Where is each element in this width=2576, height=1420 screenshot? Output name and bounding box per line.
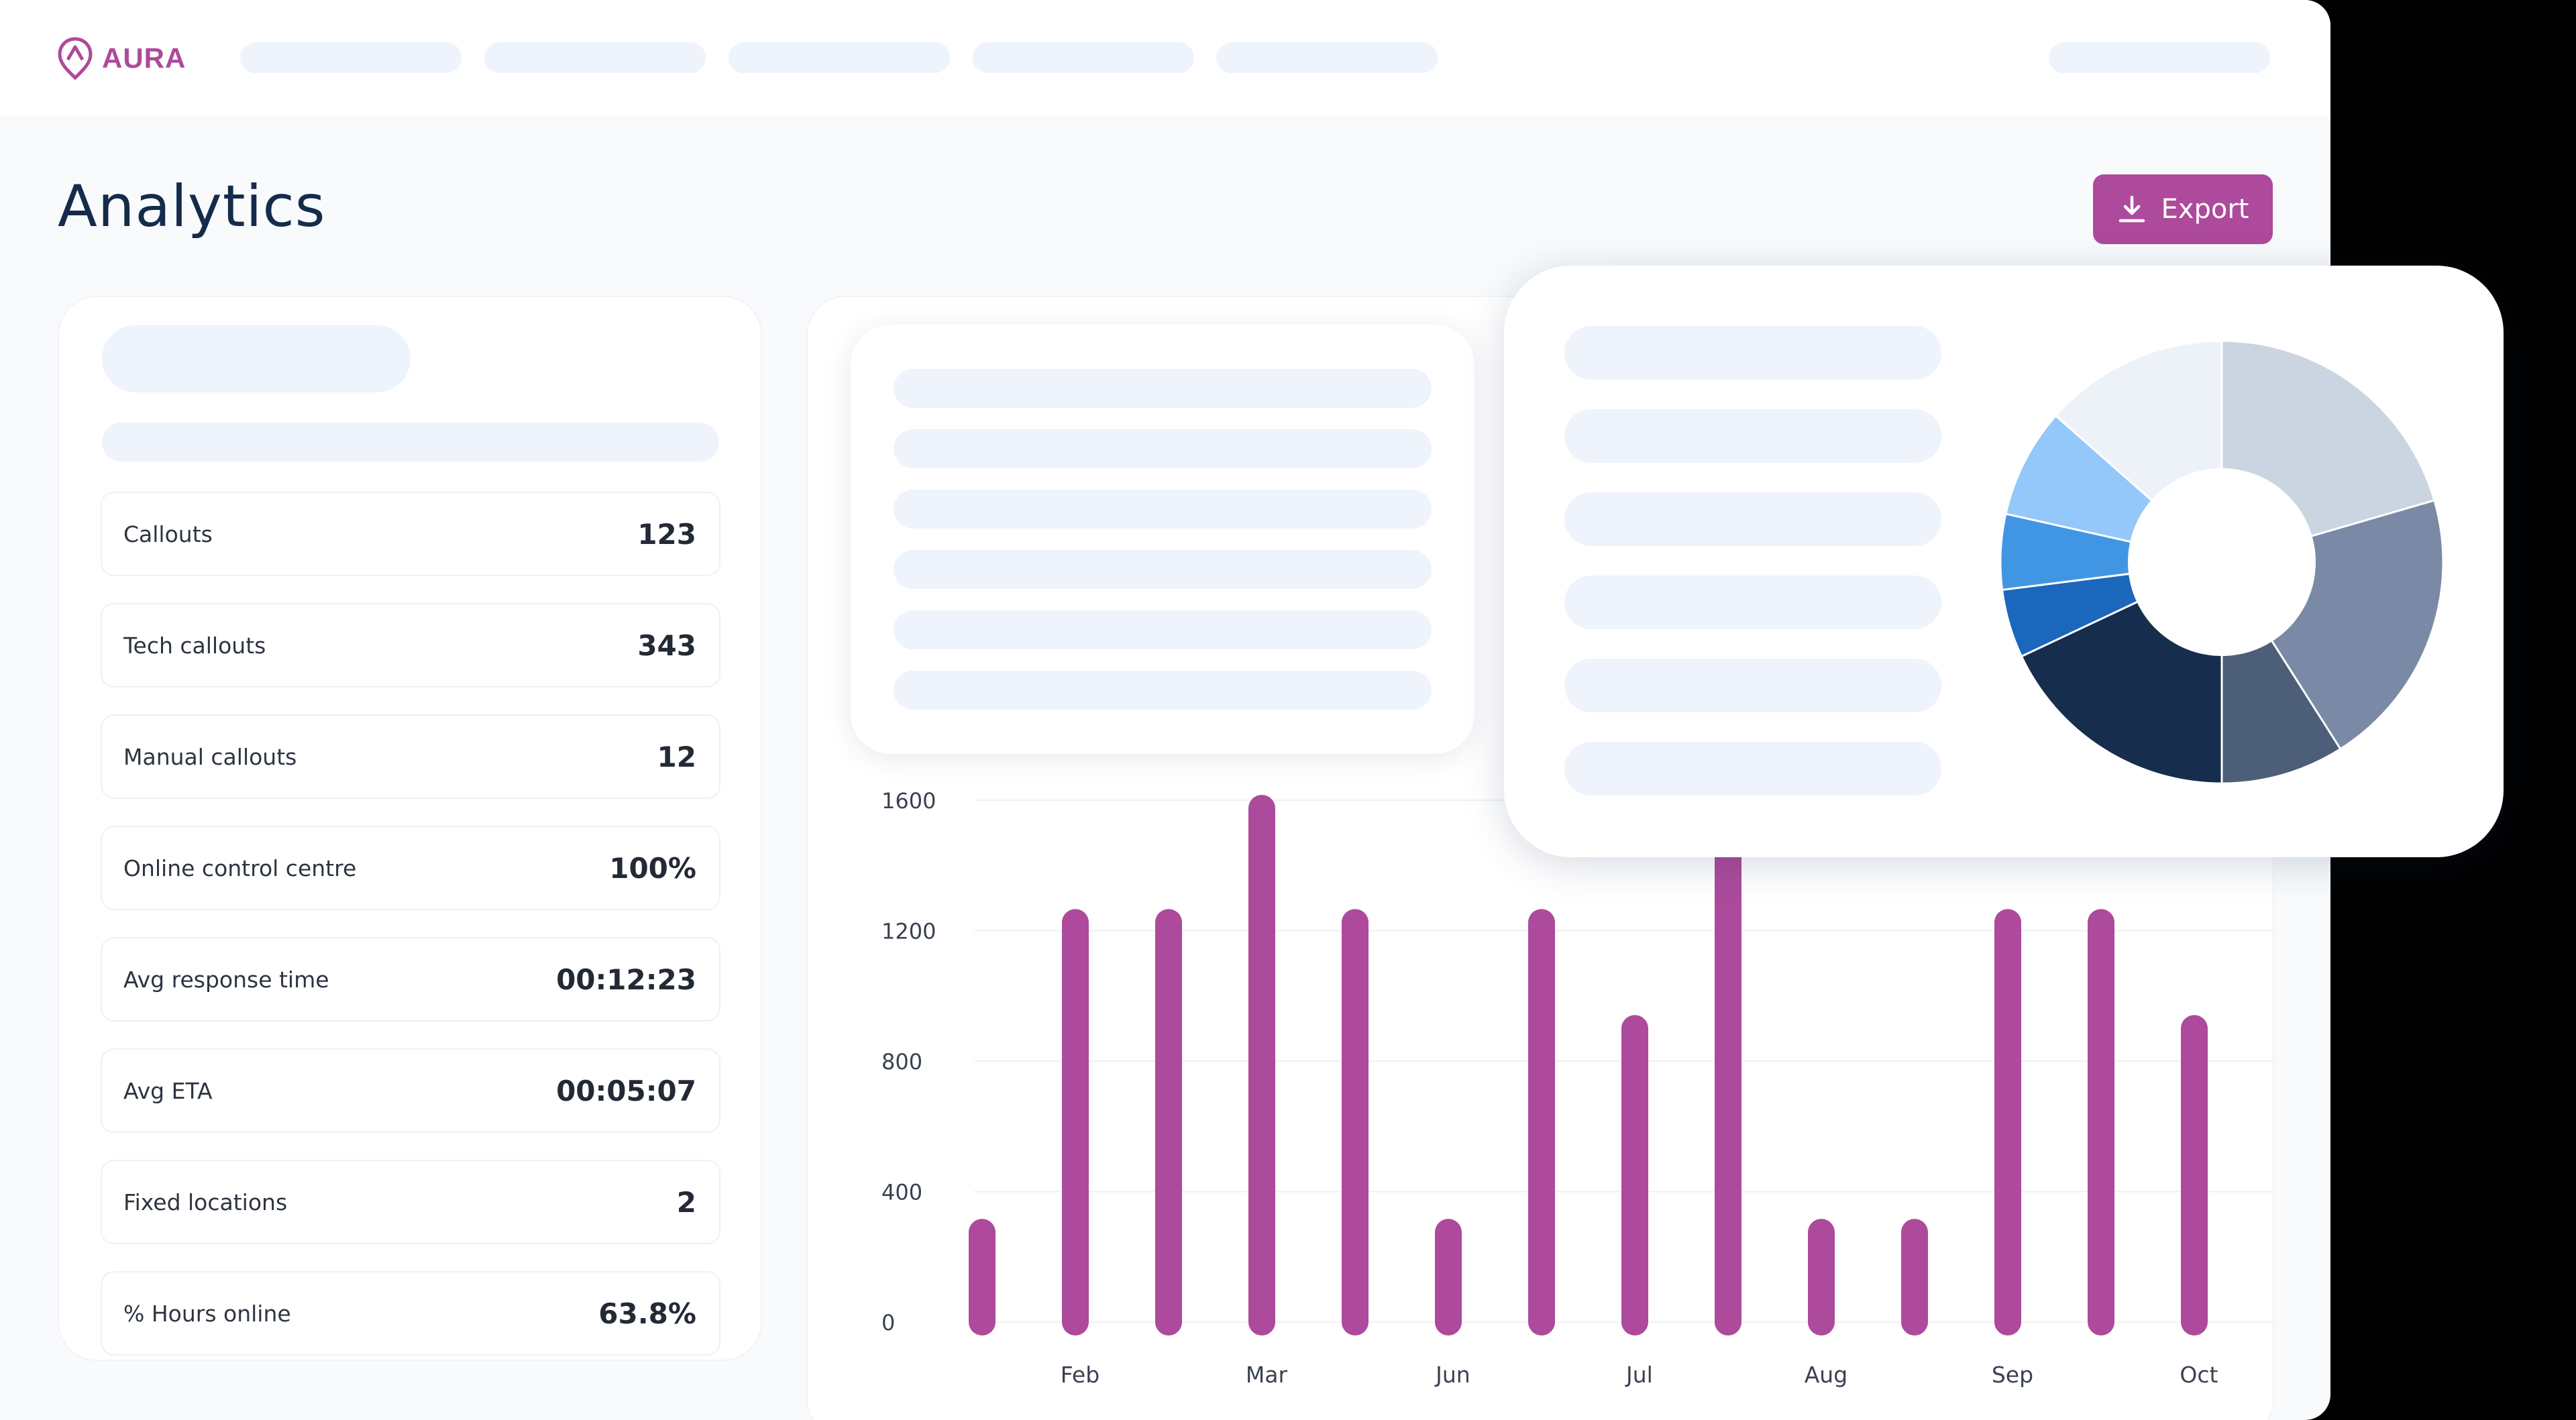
stat-row-tech-callouts[interactable]: Tech callouts 343 bbox=[102, 604, 719, 686]
legend-item-placeholder bbox=[1564, 742, 1941, 796]
y-tick-label: 400 bbox=[881, 1180, 922, 1205]
user-menu-placeholder[interactable] bbox=[2049, 42, 2270, 73]
text-line-placeholder bbox=[894, 671, 1432, 710]
stat-row-fixed-locations[interactable]: Fixed locations 2 bbox=[102, 1161, 719, 1243]
download-icon bbox=[2118, 195, 2145, 223]
bar[interactable] bbox=[1901, 1219, 1928, 1335]
placeholder-card bbox=[851, 325, 1474, 754]
stat-label: Manual callouts bbox=[123, 743, 297, 770]
stat-value: 63.8% bbox=[598, 1297, 696, 1330]
donut-chart-card bbox=[1504, 266, 2504, 857]
y-tick-label: 1200 bbox=[881, 919, 936, 944]
bar[interactable] bbox=[1528, 909, 1555, 1335]
top-navigation-bar: AURA bbox=[0, 0, 2330, 116]
text-line-placeholder bbox=[894, 550, 1432, 589]
bar[interactable] bbox=[1435, 1219, 1462, 1335]
legend-item-placeholder bbox=[1564, 409, 1941, 463]
legend-item-placeholder bbox=[1564, 492, 1941, 546]
stat-label: Avg response time bbox=[123, 966, 329, 993]
nav-item-placeholder[interactable] bbox=[729, 42, 950, 73]
page-title: Analytics bbox=[58, 173, 326, 240]
stat-label: Tech callouts bbox=[123, 632, 266, 659]
bar[interactable] bbox=[1342, 909, 1368, 1335]
text-line-placeholder bbox=[894, 610, 1432, 649]
text-line-placeholder bbox=[894, 490, 1432, 529]
stat-row-hours-online[interactable]: % Hours online 63.8% bbox=[102, 1272, 719, 1354]
brand-logo[interactable]: AURA bbox=[56, 36, 186, 80]
bar[interactable] bbox=[1062, 909, 1089, 1335]
stat-value: 100% bbox=[609, 851, 696, 885]
nav-item-placeholder[interactable] bbox=[484, 42, 706, 73]
x-tick-label: Jun bbox=[1434, 1362, 1470, 1388]
y-tick-label: 1600 bbox=[881, 788, 936, 814]
bar[interactable] bbox=[1248, 795, 1275, 1335]
card-subtitle-placeholder bbox=[102, 423, 719, 461]
bar[interactable] bbox=[1715, 795, 1741, 1335]
stat-value: 00:12:23 bbox=[556, 963, 696, 996]
nav-item-placeholder[interactable] bbox=[240, 42, 462, 73]
stat-row-manual-callouts[interactable]: Manual callouts 12 bbox=[102, 716, 719, 798]
text-line-placeholder bbox=[894, 429, 1432, 468]
stat-row-callouts[interactable]: Callouts 123 bbox=[102, 493, 719, 575]
x-tick-label: Jul bbox=[1625, 1362, 1653, 1388]
donut-chart bbox=[1999, 339, 2445, 785]
bar[interactable] bbox=[969, 1219, 996, 1335]
y-tick-label: 0 bbox=[881, 1310, 895, 1335]
stats-card: Callouts 123 Tech callouts 343 Manual ca… bbox=[59, 297, 761, 1360]
brand-name: AURA bbox=[102, 42, 186, 74]
bar[interactable] bbox=[1994, 909, 2021, 1335]
stat-label: Fixed locations bbox=[123, 1189, 288, 1215]
stat-row-avg-eta[interactable]: Avg ETA 00:05:07 bbox=[102, 1050, 719, 1132]
stat-row-avg-response-time[interactable]: Avg response time 00:12:23 bbox=[102, 938, 719, 1020]
bar[interactable] bbox=[2181, 1015, 2208, 1335]
location-pin-icon bbox=[58, 37, 93, 80]
export-button[interactable]: Export bbox=[2093, 174, 2273, 244]
stat-value: 00:05:07 bbox=[556, 1074, 696, 1107]
card-title-placeholder bbox=[102, 325, 411, 392]
legend-item-placeholder bbox=[1564, 576, 1941, 629]
x-tick-label: Aug bbox=[1805, 1362, 1847, 1388]
legend-item-placeholder bbox=[1564, 326, 1941, 380]
stat-value: 2 bbox=[676, 1185, 696, 1219]
legend-item-placeholder bbox=[1564, 659, 1941, 712]
stat-value: 12 bbox=[657, 740, 696, 773]
x-tick-label: Mar bbox=[1246, 1362, 1288, 1388]
stat-label: Callouts bbox=[123, 521, 213, 547]
nav-item-placeholder[interactable] bbox=[973, 42, 1194, 73]
bar[interactable] bbox=[1621, 1015, 1648, 1335]
nav-item-placeholder[interactable] bbox=[1216, 42, 1438, 73]
export-label: Export bbox=[2161, 194, 2249, 225]
stat-row-online-control-centre[interactable]: Online control centre 100% bbox=[102, 827, 719, 909]
stat-value: 123 bbox=[637, 517, 696, 551]
text-line-placeholder bbox=[894, 369, 1432, 408]
x-tick-label: Feb bbox=[1061, 1362, 1099, 1388]
bar[interactable] bbox=[2088, 909, 2114, 1335]
stat-label: Online control centre bbox=[123, 855, 357, 881]
bar[interactable] bbox=[1808, 1219, 1835, 1335]
donut-hole bbox=[2128, 468, 2316, 656]
stat-label: % Hours online bbox=[123, 1300, 291, 1327]
x-tick-label: Sep bbox=[1992, 1362, 2033, 1388]
stat-value: 343 bbox=[637, 629, 696, 662]
bar-chart: 0 400 800 1200 1600 Feb Mar Jun Jul Aug Sep Oct bbox=[881, 788, 2273, 1388]
y-tick-label: 800 bbox=[881, 1049, 922, 1075]
x-tick-label: Oct bbox=[2180, 1362, 2218, 1388]
stat-label: Avg ETA bbox=[123, 1077, 213, 1104]
bar[interactable] bbox=[1155, 909, 1182, 1335]
